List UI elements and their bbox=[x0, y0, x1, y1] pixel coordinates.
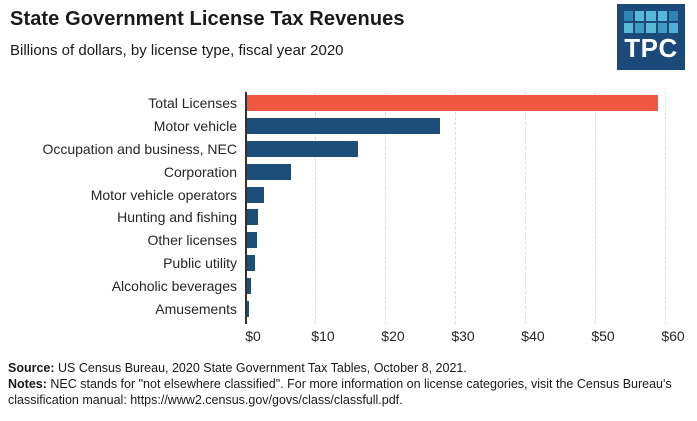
bar-amusements bbox=[245, 300, 250, 317]
logo-tile bbox=[635, 11, 645, 21]
gridline-20 bbox=[384, 92, 386, 324]
bar-row bbox=[245, 229, 665, 252]
x-tick-label-50: $50 bbox=[591, 328, 615, 344]
x-tick-label-40: $40 bbox=[521, 328, 545, 344]
category-label-other-licenses: Other licenses bbox=[147, 232, 237, 249]
category-label-corporation: Corporation bbox=[163, 163, 237, 180]
category-label-hunting-and-fishing: Hunting and fishing bbox=[117, 209, 237, 226]
bar-public-utility bbox=[245, 254, 255, 271]
bar-chart: Total Licenses Motor vehicle Occupation an… bbox=[8, 92, 666, 324]
tpc-logo: TPC bbox=[617, 4, 685, 70]
bar-row bbox=[245, 252, 665, 275]
logo-tile bbox=[624, 11, 634, 21]
notes-label: Notes: bbox=[8, 377, 47, 391]
bar-corporation bbox=[245, 163, 291, 180]
y-axis-line bbox=[245, 92, 247, 324]
bar-motor-vehicle bbox=[245, 118, 441, 135]
logo-tile bbox=[646, 23, 656, 33]
gridline-50 bbox=[595, 92, 596, 324]
category-label-amusements: Amusements bbox=[155, 300, 237, 317]
category-label-alcoholic-beverages: Alcoholic beverages bbox=[111, 277, 237, 294]
bar-total-licenses bbox=[245, 95, 658, 112]
source-line: Source: US Census Bureau, 2020 State Gov… bbox=[8, 360, 680, 376]
x-tick-label-0: $0 bbox=[245, 328, 261, 344]
gridline-60 bbox=[665, 92, 666, 324]
logo-tile bbox=[657, 23, 667, 33]
logo-tile bbox=[668, 11, 678, 21]
category-label-motor-vehicle-operators: Motor vehicle operators bbox=[90, 186, 237, 203]
category-label-public-utility: Public utility bbox=[163, 254, 237, 271]
bar-other-licenses bbox=[245, 232, 257, 249]
category-label-total-licenses: Total Licenses bbox=[148, 95, 237, 112]
x-tick-label-60: $60 bbox=[661, 328, 685, 344]
logo-tile bbox=[646, 11, 656, 21]
bar-row bbox=[245, 183, 665, 206]
bar-row bbox=[245, 206, 665, 229]
logo-tile bbox=[635, 23, 645, 33]
page-title: State Government License Tax Revenues bbox=[10, 8, 405, 30]
logo-tile bbox=[624, 23, 634, 33]
plot-area bbox=[245, 92, 666, 324]
x-tick-label-20: $20 bbox=[381, 328, 405, 344]
bar-row bbox=[245, 92, 665, 115]
tpc-logo-tiles-icon bbox=[624, 11, 678, 33]
footer-notes: Source: US Census Bureau, 2020 State Gov… bbox=[8, 360, 680, 408]
source-label: Source: bbox=[8, 361, 55, 375]
bar-occupation-and-business-nec bbox=[245, 140, 359, 157]
category-labels: Total Licenses Motor vehicle Occupation an… bbox=[8, 92, 245, 320]
bar-hunting-and-fishing bbox=[245, 209, 259, 226]
category-label-occupation-and-business-nec: Occupation and business, NEC bbox=[42, 140, 237, 157]
page-subtitle: Billions of dollars, by license type, fi… bbox=[10, 42, 344, 59]
gridline-10 bbox=[314, 92, 316, 324]
source-text: US Census Bureau, 2020 State Government … bbox=[54, 361, 467, 375]
notes-text: NEC stands for "not elsewhere classified… bbox=[8, 377, 672, 407]
x-tick-label-10: $10 bbox=[311, 328, 335, 344]
bar-alcoholic-beverages bbox=[245, 277, 251, 294]
x-axis-ticks: $0 $10 $20 $30 $40 $50 $60 bbox=[245, 328, 684, 346]
bar-row bbox=[245, 297, 665, 320]
gridline-40 bbox=[524, 92, 526, 324]
bar-motor-vehicle-operators bbox=[245, 186, 264, 203]
bar-row bbox=[245, 274, 665, 297]
x-tick-label-30: $30 bbox=[451, 328, 475, 344]
bar-row bbox=[245, 138, 665, 161]
notes-line: Notes: NEC stands for "not elsewhere cla… bbox=[8, 376, 680, 408]
bar-row bbox=[245, 115, 665, 138]
logo-tile bbox=[657, 11, 667, 21]
logo-tile bbox=[668, 23, 678, 33]
tpc-logo-text: TPC bbox=[624, 33, 678, 63]
category-label-motor-vehicle: Motor vehicle bbox=[153, 118, 237, 135]
bar-row bbox=[245, 160, 665, 183]
gridline-30 bbox=[455, 92, 456, 324]
